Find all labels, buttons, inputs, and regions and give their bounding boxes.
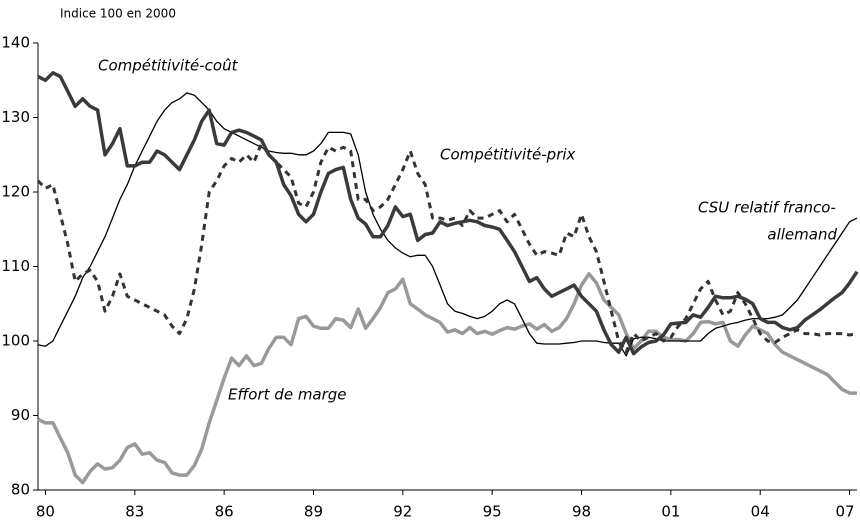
y-axis-label: Indice 100 en 2000 [60, 7, 176, 21]
y-tick-label: 100 [1, 332, 30, 350]
series-line [37, 71, 859, 356]
x-tick-label: 01 [661, 503, 680, 521]
series-line [36, 142, 858, 354]
y-tick-label: 80 [11, 481, 30, 499]
x-tick-label: 95 [483, 503, 502, 521]
series-line [37, 272, 857, 485]
y-tick-label: 90 [11, 406, 30, 424]
annotation: allemand [767, 226, 837, 244]
y-tick-label: 110 [1, 257, 30, 275]
x-tick-label: 80 [36, 503, 55, 521]
x-tick-label: 86 [215, 503, 234, 521]
x-tick-label: 98 [572, 503, 591, 521]
x-tick-label: 89 [304, 503, 323, 521]
annotation: Effort de marge [228, 386, 347, 404]
annotation: Compétitivité-coût [98, 57, 239, 75]
y-tick-label: 120 [1, 183, 30, 201]
y-tick-label: 130 [1, 108, 30, 126]
annotation: CSU relatif franco- [698, 199, 836, 217]
y-tick-label: 140 [1, 34, 30, 52]
x-tick-label: 04 [751, 503, 770, 521]
x-tick-label: 83 [125, 503, 144, 521]
annotation: Compétitivité-prix [440, 146, 576, 164]
x-tick-label: 92 [393, 503, 412, 521]
series-line [37, 92, 858, 357]
x-tick-label: 07 [835, 503, 854, 521]
